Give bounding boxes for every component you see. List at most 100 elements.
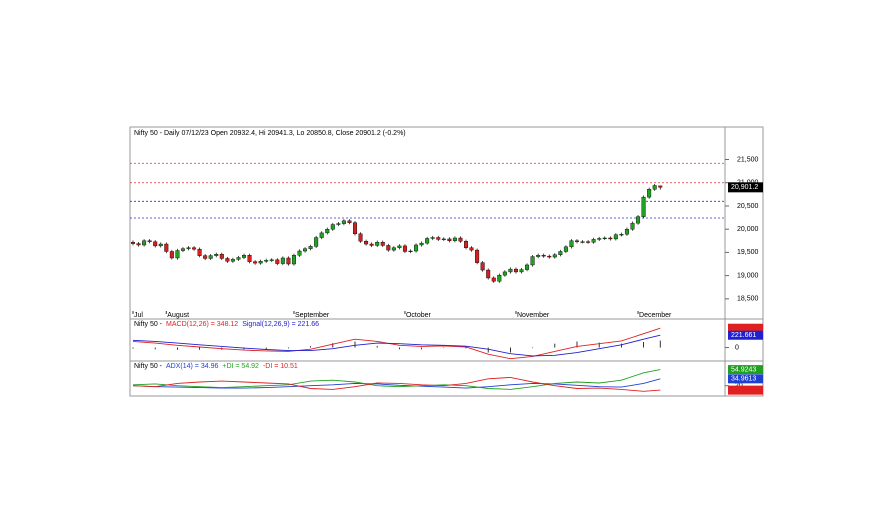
candle-body: [219, 254, 224, 259]
candle-body: [513, 268, 518, 273]
candle-body: [197, 248, 202, 256]
candle-body: [275, 259, 280, 264]
candle-body: [464, 241, 469, 248]
candle-body: [552, 254, 557, 258]
candle-body: [630, 222, 635, 230]
candle-body: [502, 271, 507, 276]
y-tick-label: 18,500: [737, 296, 759, 303]
candle-body: [330, 224, 335, 230]
candle-body: [641, 196, 646, 217]
x-tick-label: September: [295, 312, 330, 319]
candle-body: [380, 241, 385, 246]
candle-body: [575, 240, 580, 242]
series-line: [132, 334, 661, 357]
legend-entry: +DI = 54.92: [222, 363, 259, 370]
y-tick-label: 0: [735, 344, 739, 351]
candle-body: [602, 237, 607, 240]
candle-body: [142, 240, 147, 246]
legend-entry: Signal(12,26,9) = 221.66: [242, 321, 319, 328]
y-tick-label: 19,000: [737, 272, 759, 279]
candle-body: [375, 241, 380, 246]
value-box: [728, 330, 763, 340]
x-tick-label: November: [517, 312, 550, 319]
candle-body: [458, 237, 463, 242]
candle-body: [247, 254, 252, 262]
candle-body: [391, 247, 396, 251]
series-line: [132, 327, 661, 360]
candle-body: [153, 241, 158, 247]
candle-body: [475, 249, 480, 263]
candle-body: [258, 261, 263, 264]
candle-body: [558, 251, 563, 255]
candle-body: [386, 245, 391, 251]
candle-body: [658, 185, 663, 188]
candle-body: [547, 255, 552, 258]
chart-title: Nifty 50 - Daily 07/12/23 Open 20932.4, …: [134, 130, 406, 137]
x-tick-label: August: [167, 312, 189, 319]
candle-body: [636, 216, 641, 224]
candle-body: [414, 244, 419, 252]
candle-body: [158, 243, 163, 247]
value-box: [728, 374, 763, 384]
legend-entry: ADX(14) = 34.96: [166, 363, 218, 370]
candle-body: [469, 247, 474, 251]
series-line: [132, 376, 661, 392]
candle-body: [269, 259, 274, 261]
candle-body: [486, 269, 491, 279]
candle-body: [180, 248, 185, 251]
value-box-label: 221.661: [731, 332, 756, 339]
y-tick-label: 19,500: [737, 249, 759, 256]
candle-body: [497, 274, 502, 282]
candle-body: [297, 250, 302, 256]
y-tick-label: 21,500: [737, 156, 759, 163]
last-price-box: [728, 182, 763, 193]
series-line: [132, 369, 661, 390]
candle-body: [175, 250, 180, 259]
candle-body: [619, 234, 624, 236]
candle-body: [347, 220, 352, 223]
candle-body: [430, 237, 435, 239]
candle-body: [208, 255, 213, 259]
candle-body: [303, 248, 308, 252]
candle-body: [225, 258, 230, 262]
candle-body: [291, 254, 296, 265]
x-tick-label: October: [406, 312, 432, 319]
value-box: [728, 323, 763, 333]
series-line: [132, 378, 661, 389]
candle-body: [136, 243, 141, 246]
candle-body: [280, 257, 285, 264]
candle-body: [253, 261, 258, 264]
candle-body: [353, 222, 358, 235]
candle-body: [214, 254, 219, 256]
candle-body: [203, 255, 208, 259]
value-box: [728, 385, 763, 395]
candle-body: [647, 189, 652, 198]
x-tick-label: December: [639, 312, 672, 319]
candle-body: [402, 245, 407, 252]
candle-body: [525, 264, 530, 270]
candle-body: [230, 259, 235, 262]
candle-body: [586, 241, 591, 243]
candle-body: [169, 251, 174, 259]
candle-body: [441, 238, 446, 240]
candle-body: [341, 220, 346, 224]
candle-body: [652, 185, 657, 190]
candle-body: [264, 260, 269, 262]
candle-body: [569, 240, 574, 248]
candle-body: [369, 243, 374, 246]
candle-body: [536, 254, 541, 257]
candle-body: [314, 237, 319, 247]
y-tick-label: 20,000: [737, 226, 759, 233]
candle-body: [530, 256, 535, 266]
candle-body: [241, 254, 246, 258]
candle-body: [624, 228, 629, 235]
candle-body: [130, 241, 135, 244]
candle-body: [358, 233, 363, 242]
candle-body: [447, 238, 452, 241]
candle-body: [336, 223, 341, 225]
panel-title: Nifty 50 - MACD(12,26) = 348.12 Signal(12,…: [134, 321, 319, 328]
candle-body: [186, 247, 191, 249]
candle-body: [397, 245, 402, 248]
value-box: [728, 365, 763, 375]
